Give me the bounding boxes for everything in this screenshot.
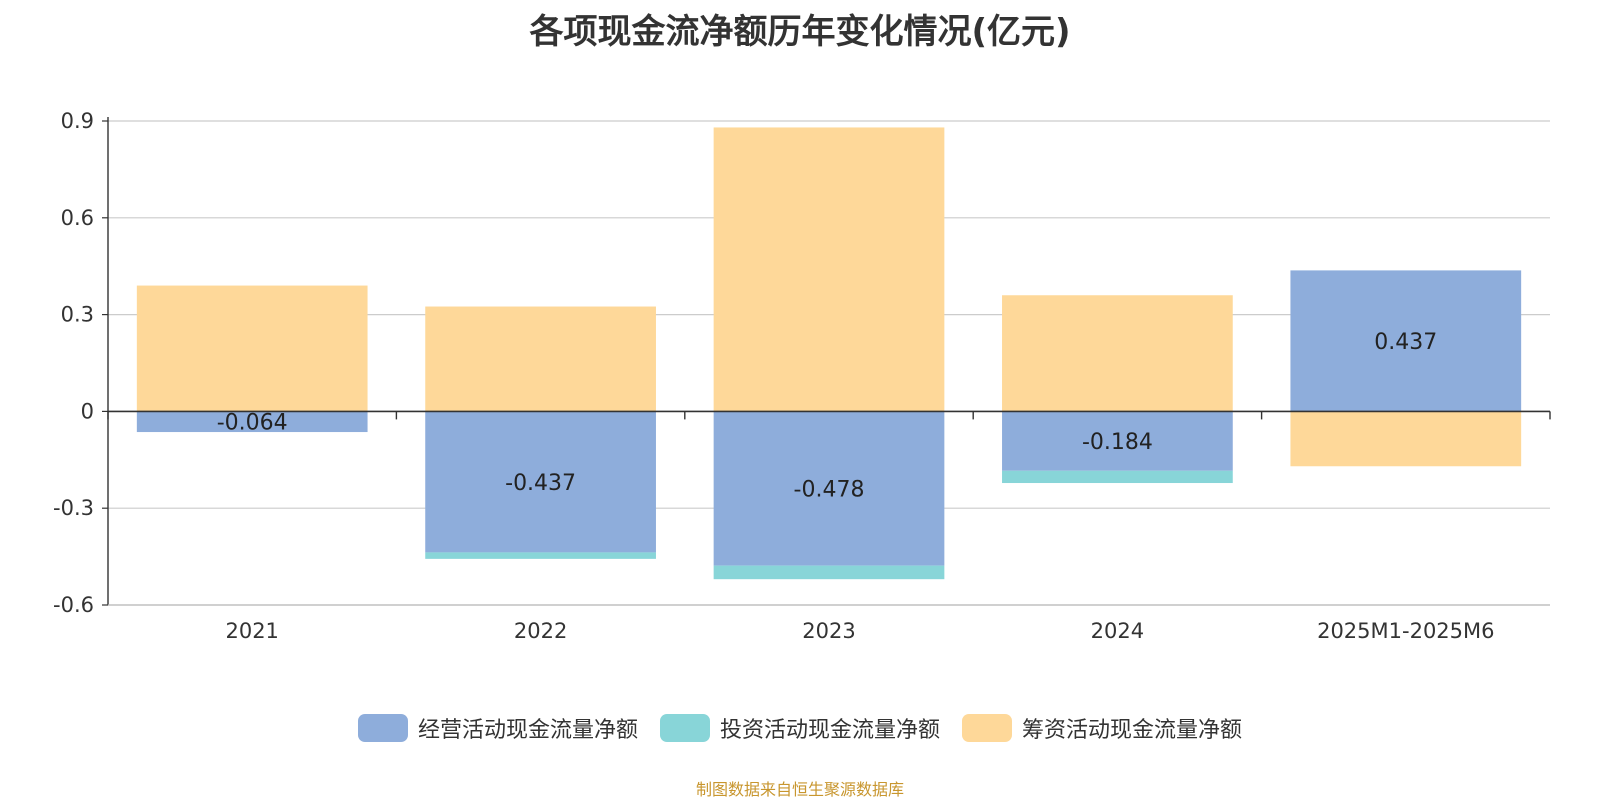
chart-plot: 0.9 0.6 0.3 0 -0.3 -0.6 2021 2022 2023 2024 2025M1… — [53, 109, 1551, 643]
legend-swatch — [659, 714, 710, 742]
bar — [136, 285, 368, 412]
bar — [713, 565, 945, 580]
bar — [1290, 270, 1522, 412]
source-note: 制图数据来自恒生聚源数据库 — [695, 780, 904, 799]
bar — [136, 411, 368, 433]
bar — [425, 306, 656, 412]
bar — [713, 127, 945, 412]
data-label: 0.437 — [1374, 330, 1437, 355]
bar — [1290, 411, 1522, 467]
x-tick-label: 2021 — [225, 619, 278, 643]
x-tick-label: 2023 — [802, 619, 855, 643]
legend: 经营活动现金流量净额 投资活动现金流量净额 筹资活动现金流量净额 — [0, 712, 1600, 744]
bars — [136, 127, 1522, 580]
bar — [425, 411, 656, 553]
legend-label: 投资活动现金流量净额 — [719, 718, 940, 743]
data-label: -0.184 — [1082, 430, 1153, 455]
x-tick-label: 2022 — [514, 619, 567, 643]
bar — [1002, 470, 1233, 484]
data-labels: -0.064 -0.437 -0.478 -0.184 0.437 — [217, 330, 1438, 503]
bar — [1002, 295, 1233, 412]
legend-item[interactable]: 筹资活动现金流量净额 — [962, 712, 1242, 744]
legend-item[interactable]: 投资活动现金流量净额 — [659, 712, 940, 744]
x-tick-label: 2025M1-2025M6 — [1317, 619, 1494, 643]
legend-swatch — [962, 714, 1012, 742]
bar — [1002, 411, 1233, 471]
axes: 0.9 0.6 0.3 0 -0.3 -0.6 2021 2022 2023 2024 2025M1… — [53, 109, 1551, 643]
y-tick-label: -0.3 — [53, 496, 94, 520]
data-label: -0.064 — [217, 411, 288, 436]
bar — [713, 411, 945, 566]
y-tick-label: 0.3 — [61, 303, 94, 327]
legend-swatch — [357, 714, 408, 742]
chart-title: 各项现金流净额历年变化情况(亿元) — [529, 12, 1071, 52]
legend-label: 经营活动现金流量净额 — [417, 718, 638, 743]
legend-item[interactable]: 经营活动现金流量净额 — [357, 712, 638, 744]
legend-label: 筹资活动现金流量净额 — [1022, 718, 1243, 743]
bar — [425, 552, 656, 559]
data-label: -0.437 — [505, 471, 576, 496]
y-tick-label: 0.6 — [61, 206, 94, 230]
data-label: -0.478 — [794, 478, 865, 503]
x-tick-label: 2024 — [1091, 619, 1144, 643]
y-tick-label: 0 — [81, 399, 94, 423]
y-tick-label: -0.6 — [53, 593, 94, 617]
y-tick-label: 0.9 — [61, 109, 94, 133]
